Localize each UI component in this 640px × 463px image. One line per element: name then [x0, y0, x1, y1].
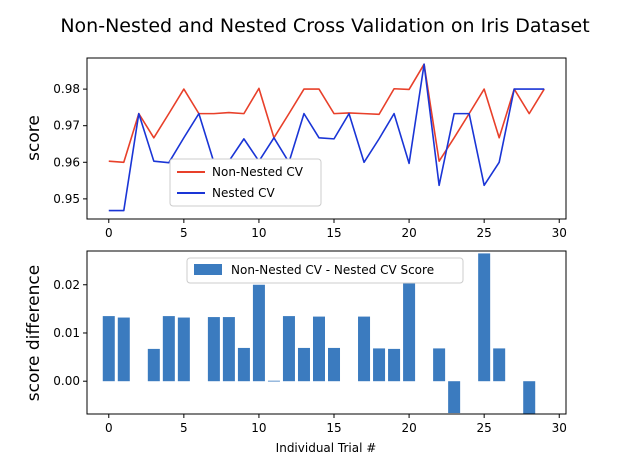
legend-label-nested: Nested CV — [212, 186, 276, 200]
top-line-chart: 0 5 10 15 20 25 30 0.95 0.96 0.97 0.98 score Non-N… — [24, 57, 567, 240]
top-y-tick-label: 0.95 — [53, 192, 80, 206]
bottom-y-tick-label: 0.02 — [53, 278, 80, 292]
bottom-x-tick-label: 25 — [477, 421, 492, 435]
legend-label-non-nested: Non-Nested CV — [212, 165, 304, 179]
score-difference-bar — [237, 347, 250, 382]
score-difference-bar — [478, 253, 491, 382]
score-difference-bar — [252, 284, 265, 382]
top-x-tick-label: 10 — [251, 226, 266, 240]
score-difference-bar — [523, 381, 536, 414]
score-difference-bar — [267, 380, 280, 382]
bottom-legend: Non-Nested CV - Nested CV Score — [186, 257, 464, 284]
score-difference-bar — [117, 317, 130, 382]
legend-label-difference: Non-Nested CV - Nested CV Score — [231, 263, 434, 277]
score-difference-bar — [147, 348, 160, 382]
top-y-tick-label: 0.96 — [53, 155, 80, 169]
score-difference-bar — [448, 381, 461, 414]
bottom-x-tick-label: 20 — [401, 421, 416, 435]
top-x-tick-label: 30 — [552, 226, 567, 240]
score-difference-bar — [207, 317, 220, 382]
series-line-non-nested — [108, 63, 545, 164]
top-x-tick-label: 25 — [477, 226, 492, 240]
bottom-x-tick-label: 30 — [552, 421, 567, 435]
bottom-legend-box — [186, 257, 464, 284]
top-x-tick-label: 20 — [401, 226, 416, 240]
bottom-y-tick-label: 0.00 — [53, 374, 80, 388]
score-difference-bar — [312, 316, 325, 382]
series-line-nested — [108, 63, 545, 212]
bottom-y-axis-label: score difference — [24, 265, 44, 401]
top-x-tick-label: 5 — [180, 226, 188, 240]
bottom-bar-chart: 0 5 10 15 20 25 30 0.00 0.01 0.02 score differenc… — [24, 250, 567, 455]
score-difference-bar — [358, 316, 371, 382]
score-difference-bar — [388, 348, 401, 382]
bottom-x-tick-label: 15 — [326, 421, 341, 435]
score-difference-bar — [297, 347, 310, 382]
top-y-tick-label: 0.98 — [53, 82, 80, 96]
bottom-x-axis-label: Individual Trial # — [276, 441, 377, 455]
top-x-tick-label: 15 — [326, 226, 341, 240]
score-difference-bar — [102, 316, 115, 382]
top-plot-frame — [86, 57, 567, 220]
score-difference-bar — [177, 317, 190, 382]
chart-title: Non-Nested and Nested Cross Validation o… — [60, 15, 589, 37]
score-difference-bar — [493, 348, 506, 382]
legend-swatch-difference — [194, 264, 222, 275]
score-difference-bar — [328, 347, 341, 382]
bottom-y-tick-label: 0.01 — [53, 326, 80, 340]
score-difference-bar — [222, 317, 235, 382]
score-difference-bar — [282, 316, 295, 382]
top-x-tick-label: 0 — [105, 226, 113, 240]
score-difference-bar — [403, 283, 416, 382]
top-y-axis-label: score — [24, 115, 44, 161]
top-y-tick-label: 0.97 — [53, 119, 80, 133]
score-difference-bar — [162, 316, 175, 382]
bottom-x-tick-label: 5 — [180, 421, 188, 435]
score-difference-bar — [373, 348, 386, 382]
bottom-x-tick-label: 0 — [105, 421, 113, 435]
top-legend: Non-Nested CV Nested CV — [169, 158, 322, 207]
score-difference-bar — [433, 348, 446, 382]
bottom-x-tick-label: 10 — [251, 421, 266, 435]
top-legend-box — [169, 158, 322, 207]
